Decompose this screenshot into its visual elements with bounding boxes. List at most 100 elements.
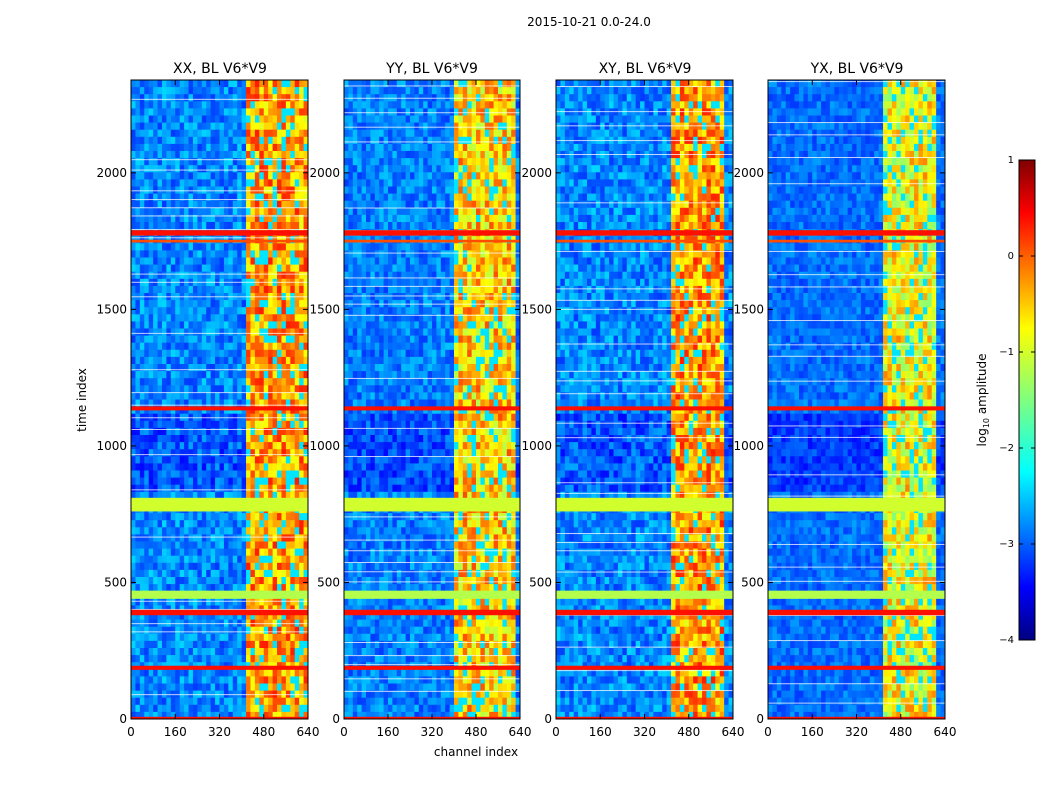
heatmap-cell	[175, 555, 181, 564]
heatmap-cell	[427, 115, 433, 123]
heatmap-cell	[272, 335, 278, 344]
heatmap-cell	[281, 172, 287, 180]
heatmap-cell	[458, 257, 464, 265]
heatmap-cell	[206, 115, 212, 123]
heatmap-cell	[161, 186, 167, 194]
heatmap-cell	[246, 193, 251, 202]
heatmap-cell	[259, 80, 265, 88]
heatmap-cell	[157, 541, 163, 549]
heatmap-cell	[201, 648, 207, 656]
heatmap-cell	[427, 293, 433, 301]
heatmap-cell	[246, 129, 251, 138]
heatmap-cell	[188, 555, 194, 564]
heatmap-cell	[259, 640, 265, 649]
heatmap-cell	[197, 427, 203, 436]
heatmap-cell	[144, 165, 150, 173]
heatmap-cell	[223, 314, 229, 322]
heatmap-cell	[467, 222, 472, 230]
heatmap-cell	[192, 555, 198, 564]
heatmap-cell	[370, 200, 376, 209]
heatmap-cell	[471, 193, 477, 202]
heatmap-cell	[405, 214, 411, 223]
heatmap-cell	[515, 293, 521, 301]
heatmap-cell	[259, 697, 265, 706]
heatmap-cell	[223, 470, 229, 478]
heatmap-cell	[370, 151, 376, 159]
heatmap-cell	[388, 186, 393, 194]
heatmap-cell	[268, 321, 273, 329]
heatmap-cell	[440, 172, 446, 180]
heatmap-cell	[281, 300, 287, 308]
heatmap-cell	[281, 257, 287, 265]
heatmap-cell	[241, 129, 247, 138]
heatmap-cell	[144, 364, 150, 372]
heatmap-cell	[166, 534, 172, 542]
heatmap-cell	[210, 307, 216, 315]
heatmap-cell	[237, 683, 243, 691]
heatmap-cell	[228, 136, 234, 145]
heatmap-cell	[254, 342, 260, 351]
heatmap-cell	[131, 470, 136, 478]
heatmap-cell	[201, 513, 207, 521]
heatmap-cell	[379, 264, 384, 273]
heatmap-cell	[237, 633, 243, 642]
heatmap-cell	[161, 122, 167, 131]
heatmap-cell	[139, 285, 145, 294]
heatmap-cell	[166, 314, 172, 322]
heatmap-cell	[166, 548, 172, 557]
heatmap-cell	[228, 612, 234, 620]
heatmap-cell	[131, 165, 136, 173]
heatmap-cell	[449, 207, 455, 216]
heatmap-cell	[294, 264, 300, 273]
heatmap-cell	[166, 264, 172, 273]
y-tick-label: 500	[104, 575, 127, 589]
heatmap-cell	[272, 633, 278, 642]
heatmap-cell	[170, 527, 176, 535]
heatmap-cell	[277, 186, 282, 194]
heatmap-cell	[131, 655, 136, 663]
heatmap-cell	[427, 214, 433, 223]
heatmap-cell	[272, 349, 278, 358]
heatmap-cell	[259, 115, 265, 123]
heatmap-cell	[197, 527, 203, 535]
heatmap-cell	[188, 364, 194, 372]
heatmap-cell	[352, 222, 358, 230]
heatmap-cell	[418, 172, 424, 180]
heatmap-cell	[170, 80, 176, 88]
heatmap-cell	[139, 271, 145, 280]
heatmap-cell	[188, 442, 194, 450]
heatmap-cell	[405, 143, 411, 152]
heatmap-cell	[135, 285, 141, 294]
heatmap-cell	[210, 420, 216, 429]
panel-xx: XX, BL V6*V9 0 160 320 480 64005001000150020…	[96, 61, 319, 739]
heatmap-cell	[197, 143, 203, 152]
heatmap-cell	[281, 676, 287, 684]
heatmap-cell	[303, 711, 309, 720]
heatmap-cell	[285, 314, 291, 322]
heatmap-cell	[268, 562, 273, 571]
heatmap-cell	[432, 307, 437, 315]
heatmap-cell	[383, 285, 389, 294]
heatmap-cell	[157, 633, 163, 642]
heatmap-cell	[206, 449, 212, 457]
heatmap-cell	[201, 626, 207, 635]
heatmap-cell	[179, 449, 185, 457]
heatmap-cell	[184, 250, 189, 258]
heatmap-cell	[423, 278, 428, 287]
heatmap-cell	[135, 300, 141, 308]
heatmap-cell	[241, 349, 247, 358]
heatmap-cell	[277, 207, 282, 216]
heatmap-cell	[179, 711, 185, 720]
heatmap-cell	[201, 569, 207, 578]
heatmap-cell	[299, 470, 304, 478]
heatmap-cell	[263, 449, 269, 457]
heatmap-cell	[272, 669, 278, 677]
heatmap-cell	[175, 193, 181, 202]
heatmap-cell	[206, 200, 212, 209]
heatmap-cell	[383, 101, 389, 109]
heatmap-cell	[352, 314, 358, 322]
heatmap-cell	[148, 129, 154, 138]
heatmap-cell	[449, 87, 455, 95]
heatmap-cell	[294, 577, 300, 585]
heatmap-cell	[250, 158, 256, 166]
